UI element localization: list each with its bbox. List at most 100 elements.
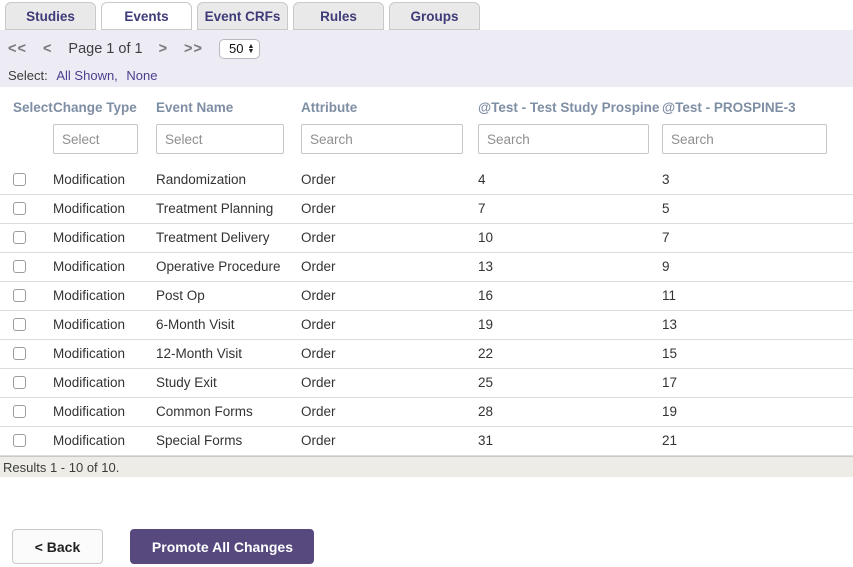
table-row: Modification 6-Month Visit Order 19 13 <box>0 310 853 339</box>
cell-study1: 10 <box>478 230 494 245</box>
column-header-attribute: Attribute <box>301 100 358 115</box>
cell-event-name: Special Forms <box>156 433 243 448</box>
cell-study2: 13 <box>662 317 678 332</box>
study-2-search-input[interactable] <box>662 124 827 154</box>
cell-attribute: Order <box>301 346 336 361</box>
tab-rules[interactable]: Rules <box>293 2 384 30</box>
last-page-button[interactable]: >> <box>184 41 203 57</box>
back-button[interactable]: < Back <box>12 529 103 564</box>
cell-change-type: Modification <box>53 375 126 390</box>
cell-study1: 25 <box>478 375 494 390</box>
results-summary: Results 1 - 10 of 10. <box>0 455 853 477</box>
footer-actions: < Back Promote All Changes <box>0 529 853 564</box>
table-row: Modification Special Forms Order 31 21 <box>0 426 853 455</box>
cell-study1: 28 <box>478 404 494 419</box>
study-1-search-input[interactable] <box>478 124 649 154</box>
table-row: Modification 12-Month Visit Order 22 15 <box>0 339 853 368</box>
cell-study2: 19 <box>662 404 678 419</box>
first-page-button[interactable]: << <box>8 41 27 57</box>
events-table: Select Change Type Event Name Attribute … <box>0 87 853 456</box>
select-all-shown-link[interactable]: All Shown, <box>56 68 118 83</box>
table-row: Modification Post Op Order 16 11 <box>0 281 853 310</box>
cell-attribute: Order <box>301 375 336 390</box>
table-row: Modification Common Forms Order 28 19 <box>0 397 853 426</box>
cell-study2: 7 <box>662 230 670 245</box>
pagination-bar: << < Page 1 of 1 > >> 50 ▲ ▼ Select: All … <box>0 30 853 87</box>
cell-attribute: Order <box>301 259 336 274</box>
row-select-checkbox[interactable] <box>13 376 26 389</box>
select-label: Select: <box>8 68 48 83</box>
column-header-change-type: Change Type <box>53 100 137 115</box>
cell-change-type: Modification <box>53 317 126 332</box>
cell-change-type: Modification <box>53 346 126 361</box>
cell-event-name: Randomization <box>156 171 247 187</box>
cell-study1: 7 <box>478 201 486 216</box>
tab-studies[interactable]: Studies <box>5 2 96 30</box>
page-indicator: Page 1 of 1 <box>68 41 143 57</box>
stepper-arrows-icon: ▲ ▼ <box>247 42 255 55</box>
prev-page-button[interactable]: < <box>42 41 53 57</box>
attribute-search-input[interactable] <box>301 124 463 154</box>
promote-all-changes-button[interactable]: Promote All Changes <box>130 529 315 564</box>
cell-change-type: Modification <box>53 433 126 448</box>
row-select-checkbox[interactable] <box>13 318 26 331</box>
cell-study2: 21 <box>662 433 678 448</box>
next-page-button[interactable]: > <box>158 41 169 57</box>
column-header-event-name: Event Name <box>156 100 234 115</box>
event-name-filter-input[interactable] <box>156 124 284 154</box>
cell-change-type: Modification <box>53 404 126 419</box>
tab-event-crfs[interactable]: Event CRFs <box>197 2 288 30</box>
select-none-link[interactable]: None <box>126 68 158 83</box>
cell-study2: 9 <box>662 259 670 274</box>
cell-study1: 31 <box>478 433 494 448</box>
cell-attribute: Order <box>301 317 336 332</box>
change-type-filter-input[interactable] <box>53 124 138 154</box>
cell-event-name: Operative Procedure <box>156 259 281 274</box>
cell-study2: 3 <box>662 171 670 187</box>
page-size-value: 50 <box>228 41 244 56</box>
cell-study1: 13 <box>478 259 494 274</box>
cell-study2: 15 <box>662 346 678 361</box>
cell-event-name: Post Op <box>156 288 205 303</box>
cell-study1: 19 <box>478 317 494 332</box>
cell-event-name: Treatment Planning <box>156 201 274 216</box>
tab-events[interactable]: Events <box>101 2 192 30</box>
cell-event-name: Treatment Delivery <box>156 230 270 245</box>
cell-event-name: 6-Month Visit <box>156 317 235 332</box>
row-select-checkbox[interactable] <box>13 434 26 447</box>
row-select-checkbox[interactable] <box>13 405 26 418</box>
cell-attribute: Order <box>301 230 336 245</box>
cell-event-name: Common Forms <box>156 404 253 419</box>
cell-event-name: 12-Month Visit <box>156 346 243 361</box>
cell-attribute: Order <box>301 433 336 448</box>
row-select-checkbox[interactable] <box>13 347 26 360</box>
table-row: Modification Operative Procedure Order 13 9 <box>0 252 853 281</box>
row-select-checkbox[interactable] <box>13 202 26 215</box>
column-header-study-2: @Test - PROSPINE-3 <box>662 100 796 115</box>
column-header-select: Select <box>13 100 53 115</box>
cell-study2: 5 <box>662 201 670 216</box>
cell-attribute: Order <box>301 288 336 303</box>
page-size-select[interactable]: 50 ▲ ▼ <box>218 39 261 59</box>
table-row: Modification Treatment Planning Order 7 5 <box>0 194 853 223</box>
cell-change-type: Modification <box>53 259 126 274</box>
cell-study2: 11 <box>662 288 677 303</box>
cell-study1: 4 <box>478 171 486 187</box>
cell-change-type: Modification <box>53 288 126 303</box>
cell-change-type: Modification <box>53 230 126 245</box>
tab-bar: Studies Events Event CRFs Rules Groups <box>0 0 853 30</box>
cell-change-type: Modification <box>53 201 126 216</box>
row-select-checkbox[interactable] <box>13 231 26 244</box>
cell-attribute: Order <box>301 201 336 216</box>
table-body: Modification Randomization Order 4 3 Modifica… <box>0 165 853 455</box>
cell-attribute: Order <box>301 404 336 419</box>
cell-study1: 22 <box>478 346 494 361</box>
cell-change-type: Modification <box>53 171 126 187</box>
cell-attribute: Order <box>301 171 336 187</box>
tab-groups[interactable]: Groups <box>389 2 480 30</box>
row-select-checkbox[interactable] <box>13 172 26 186</box>
row-select-checkbox[interactable] <box>13 260 26 273</box>
table-row: Modification Treatment Delivery Order 10 7 <box>0 223 853 252</box>
column-header-study-1: @Test - Test Study Prospine <box>478 100 660 115</box>
row-select-checkbox[interactable] <box>13 289 26 302</box>
